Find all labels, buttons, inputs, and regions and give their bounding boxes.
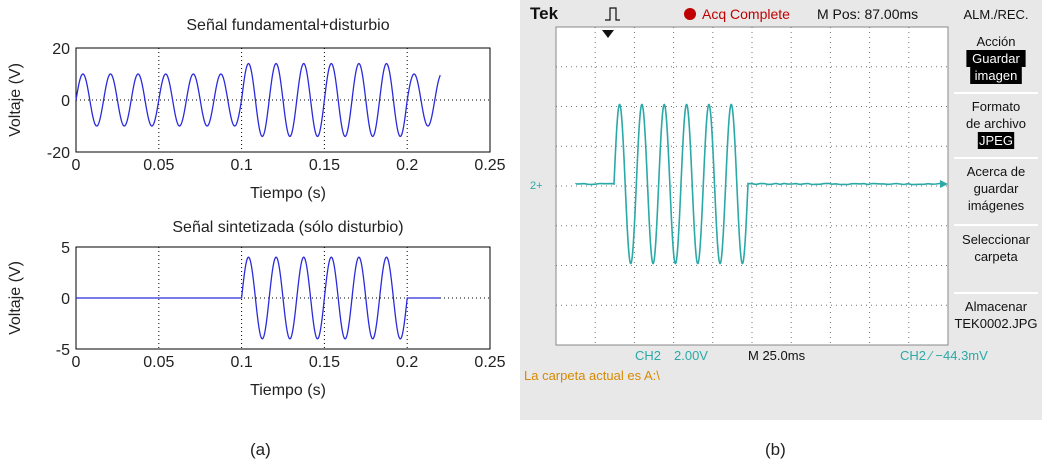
matlab-plots: Señal fundamental+disturbio 0 0.05 0.1 0.15…	[0, 0, 520, 420]
plot2-ylabel: Voltaje (V)	[7, 261, 24, 335]
menu-item-text: imágenes	[968, 198, 1025, 213]
plot2-xtick-label: 0.2	[396, 354, 418, 371]
oscilloscope-screenshot: Tek Acq Complete M Pos: 87.00ms 2+ CH2 2…	[520, 0, 1042, 420]
plot2-ytick-label: -5	[56, 342, 70, 359]
plot1-xtick-label: 0	[72, 157, 81, 174]
plot1-xtick-label: 0.05	[143, 157, 174, 174]
menu-title: ALM./REC.	[963, 7, 1028, 22]
plot2-xtick-label: 0.05	[143, 354, 174, 371]
trigger-readout: CH2 ⁄ −44.3mV	[900, 348, 988, 363]
timebase: M 25.0ms	[748, 348, 806, 363]
menu-highlight-text: Guardar	[972, 51, 1020, 66]
plot1-title: Señal fundamental+disturbio	[186, 17, 389, 34]
caption-a: (a)	[250, 440, 271, 460]
ch2-scale: 2.00V	[674, 348, 708, 363]
plot1-xtick-label: 0.1	[230, 157, 252, 174]
menu-item-text: Seleccionar	[962, 232, 1031, 247]
matlab-figure: Señal fundamental+disturbio 0 0.05 0.1 0.15…	[0, 0, 520, 420]
plot1-xtick-label: 0.15	[309, 157, 340, 174]
plot-fundamental-disturbance: Señal fundamental+disturbio 0 0.05 0.1 0.15…	[7, 17, 506, 202]
plot2-ytick-label: 0	[61, 291, 70, 308]
menu-item-text: de archivo	[966, 116, 1026, 131]
plot1-xtick-label: 0.25	[474, 157, 505, 174]
menu-item-text: carpeta	[974, 249, 1018, 264]
plot2-xtick-label: 0	[72, 354, 81, 371]
menu-highlight-text: imagen	[975, 68, 1018, 83]
acq-status-icon	[684, 8, 696, 20]
plot1-ytick-label: 20	[52, 41, 70, 58]
menu-highlight-text: JPEG	[979, 133, 1013, 148]
ch2-ground-marker: 2+	[530, 180, 543, 192]
plot1-xlabel: Tiempo (s)	[250, 185, 326, 202]
menu-item-4[interactable]: Almacenar TEK0002.JPG	[952, 295, 1040, 345]
plot1-ylabel: Voltaje (V)	[7, 63, 24, 137]
plot2-xlabel: Tiempo (s)	[250, 382, 326, 399]
menu-item-text: Almacenar	[965, 299, 1028, 314]
plot-synthesized-disturbance: Señal sintetizada (sólo disturbio) 0 0.05…	[7, 219, 506, 399]
menu-item-3[interactable]: Seleccionar carpeta	[952, 228, 1040, 290]
plot2-xtick-label: 0.15	[309, 354, 340, 371]
menu-item-2[interactable]: Acerca de guardar imágenes	[952, 160, 1040, 222]
plot2-ytick-label: 5	[61, 240, 70, 257]
menu-item-1[interactable]: Formato de archivo JPEG	[952, 95, 1040, 155]
caption-b: (b)	[765, 440, 786, 460]
menu-item-0[interactable]: Acción Guardar imagen	[952, 30, 1040, 90]
folder-status: La carpeta actual es A:\	[524, 368, 660, 383]
menu-item-text: Formato	[972, 99, 1020, 114]
plot2-xtick-label: 0.25	[474, 354, 505, 371]
menu-item-text: Acción	[976, 34, 1015, 49]
oscilloscope-display: Tek Acq Complete M Pos: 87.00ms 2+ CH2 2…	[520, 0, 1042, 420]
plot1-xtick-label: 0.2	[396, 157, 418, 174]
plot2-title: Señal sintetizada (sólo disturbio)	[172, 219, 403, 236]
acq-status: Acq Complete	[702, 6, 790, 22]
plot1-ytick-label: 0	[61, 93, 70, 110]
ch2-label: CH2	[635, 348, 661, 363]
plot1-ytick-label: -20	[47, 145, 70, 162]
menu-item-text: TEK0002.JPG	[954, 316, 1037, 331]
menu-item-text: guardar	[974, 181, 1019, 196]
m-pos: M Pos: 87.00ms	[817, 6, 918, 22]
menu-item-text: Acerca de	[967, 164, 1026, 179]
scope-brand: Tek	[530, 4, 559, 23]
plot2-xtick-label: 0.1	[230, 354, 252, 371]
